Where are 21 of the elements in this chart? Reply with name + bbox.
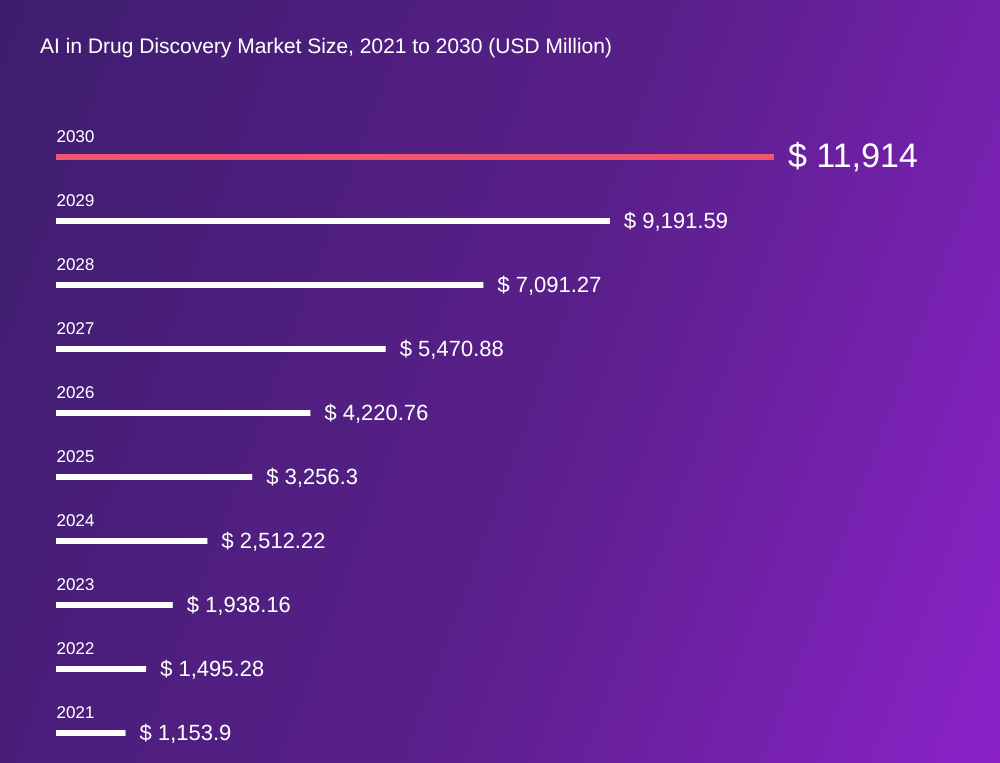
- y-tick-label: 2025: [56, 447, 94, 466]
- y-tick-label: 2030: [56, 127, 94, 146]
- data-label: $ 9,191.59: [624, 208, 728, 233]
- data-label: $ 1,938.16: [186, 592, 291, 617]
- y-tick-label: 2021: [56, 703, 94, 722]
- y-tick-label: 2022: [56, 639, 94, 658]
- data-label: $ 4,220.76: [324, 400, 428, 425]
- y-tick-label: 2023: [56, 575, 94, 594]
- y-tick-label: 2024: [56, 511, 94, 530]
- y-tick-label: 2028: [56, 255, 94, 274]
- data-label: $ 11,914: [788, 137, 918, 175]
- data-label: $ 1,495.28: [160, 656, 264, 681]
- y-tick-label: 2029: [56, 191, 94, 210]
- y-tick-label: 2026: [56, 383, 94, 402]
- data-label: $ 3,256.3: [266, 464, 358, 489]
- y-tick-label: 2027: [56, 319, 94, 338]
- data-label: $ 2,512.22: [221, 528, 326, 553]
- data-label: $ 7,091.27: [497, 272, 602, 297]
- data-label: $ 1,153.9: [140, 720, 232, 745]
- data-label: $ 5,470.88: [400, 336, 504, 361]
- chart-title: AI in Drug Discovery Market Size, 2021 to 2030 (USD Million): [40, 35, 612, 58]
